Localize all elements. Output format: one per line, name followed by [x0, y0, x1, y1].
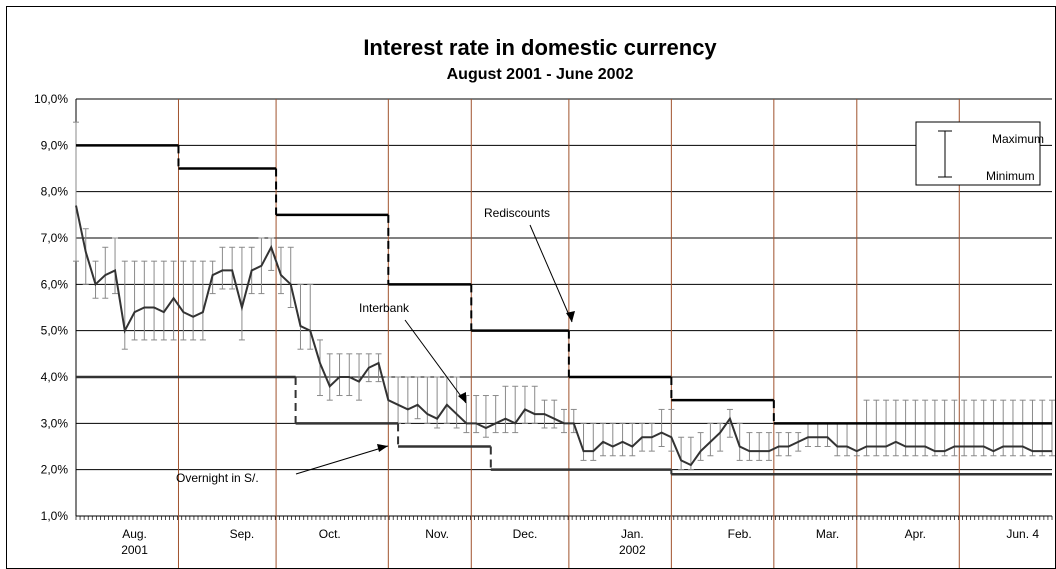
legend-box [915, 121, 1041, 186]
x-tick-label: Oct. [319, 527, 341, 541]
x-tick-label: Jan. [621, 527, 644, 541]
x-tick-label: Apr. [905, 527, 926, 541]
y-axis-ticks: 10,0% 9,0% 8,0% 7,0% 6,0% 5,0% 4,0% 3,0% 2,0% 1,0… [34, 92, 68, 523]
x-tick-label: Jun. 4 [1006, 527, 1039, 541]
x-tick-label: Feb. [728, 527, 752, 541]
arrowhead-interbank [458, 392, 466, 403]
chart-subtitle: August 2001 - June 2002 [447, 66, 634, 83]
y-tick-label: 6,0% [41, 277, 69, 291]
legend-maximum: Maximum [992, 132, 1044, 146]
y-tick-label: 7,0% [41, 231, 69, 245]
chart-title: Interest rate in domestic currency [363, 35, 717, 60]
y-tick-label: 4,0% [41, 370, 69, 384]
interbank-range-bars [73, 121, 1055, 471]
legend-minimum: Minimum [986, 169, 1035, 183]
x-tick-label: Nov. [425, 527, 449, 541]
annotation-interbank: Interbank [359, 301, 410, 315]
arrow-rediscounts [529, 224, 573, 323]
x-axis: Aug. 2001 Sep. Oct. Nov. Dec. Jan. 2002 Feb. Mar.… [75, 516, 1053, 557]
arrowhead-rediscounts [566, 311, 575, 322]
annotations: Rediscounts Interbank Overnight in S/. [176, 206, 575, 485]
x-tick-sublabel: 2002 [619, 543, 646, 557]
x-tick-label: Dec. [513, 527, 538, 541]
arrow-overnight [295, 445, 389, 475]
x-tick-label: Mar. [816, 527, 839, 541]
arrow-interbank [404, 319, 467, 404]
y-tick-label: 8,0% [41, 185, 69, 199]
interbank-line [75, 205, 1052, 467]
x-tick-label: Sep. [230, 527, 255, 541]
arrowhead-overnight [377, 444, 388, 452]
y-tick-label: 9,0% [41, 138, 69, 152]
y-tick-label: 1,0% [41, 509, 69, 523]
month-markers [177, 99, 960, 568]
annotation-rediscounts: Rediscounts [484, 206, 550, 220]
y-tick-label: 2,0% [41, 463, 69, 477]
x-tick-sublabel: 2001 [121, 543, 148, 557]
series-lines [75, 144, 1052, 476]
legend: Maximum Minimum [915, 121, 1044, 186]
y-tick-label: 3,0% [41, 416, 69, 430]
y-tick-label: 5,0% [41, 324, 69, 338]
annotation-overnight: Overnight in S/. [176, 471, 259, 485]
y-tick-label: 10,0% [34, 92, 68, 106]
x-tick-label: Aug. [122, 527, 147, 541]
